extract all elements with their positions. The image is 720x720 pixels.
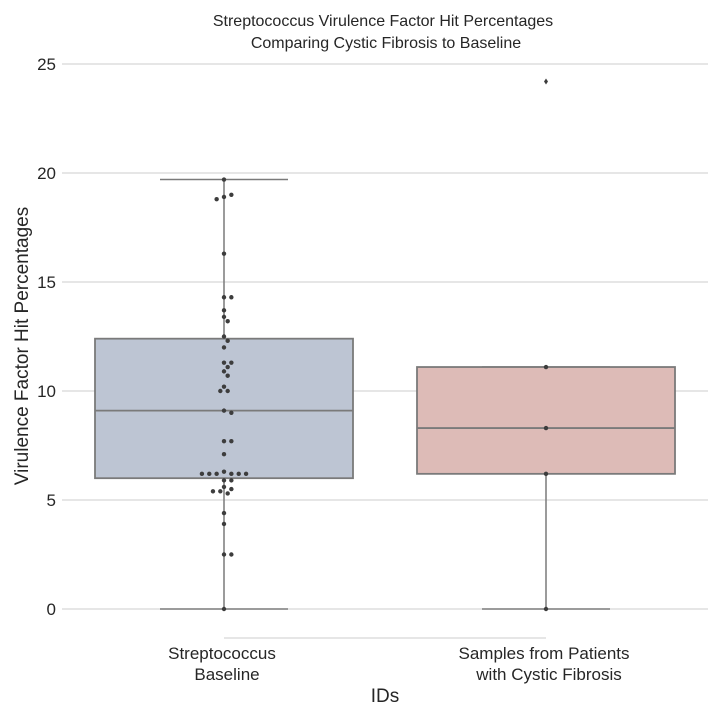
data-point xyxy=(221,384,227,389)
data-point xyxy=(199,471,205,477)
data-point xyxy=(229,471,234,477)
x-tick-labels: Streptococcus Baseline Samples from Patien… xyxy=(168,644,629,684)
data-point xyxy=(221,408,227,413)
data-point xyxy=(221,469,227,474)
box-1 xyxy=(94,178,354,610)
x-axis-label: IDs xyxy=(371,686,400,707)
outlier-marker xyxy=(544,78,548,85)
data-point xyxy=(225,491,230,496)
data-point xyxy=(221,521,227,527)
data-point xyxy=(225,373,230,378)
y-tick-label-10: 10 xyxy=(37,382,56,401)
data-point xyxy=(210,489,216,494)
data-point xyxy=(543,471,549,477)
y-tick-label-0: 0 xyxy=(47,600,56,619)
chart-title-line1: Streptococcus Virulence Factor Hit Perce… xyxy=(213,13,553,30)
data-point xyxy=(221,314,227,320)
data-point xyxy=(543,425,549,431)
data-point xyxy=(229,192,234,197)
data-point xyxy=(218,489,223,494)
data-point xyxy=(243,471,249,477)
data-point xyxy=(229,486,234,492)
data-point xyxy=(221,308,227,313)
data-point xyxy=(229,295,234,300)
data-point xyxy=(214,196,219,202)
box-plots xyxy=(94,78,676,610)
data-point xyxy=(225,364,230,370)
data-point xyxy=(221,360,227,365)
y-tick-label-15: 15 xyxy=(37,273,56,292)
data-point xyxy=(221,606,227,612)
data-point xyxy=(221,510,227,516)
data-point xyxy=(543,364,549,370)
y-axis-label: Virulence Factor Hit Percentages xyxy=(12,207,33,485)
data-point xyxy=(225,319,230,324)
data-point xyxy=(221,484,227,490)
data-point xyxy=(221,552,227,557)
x-tick-label-2-line2: with Cystic Fibrosis xyxy=(475,665,621,684)
data-point xyxy=(214,471,219,477)
data-point xyxy=(225,338,230,344)
box-2 xyxy=(416,78,676,610)
data-point xyxy=(236,471,241,477)
data-point xyxy=(221,334,227,339)
grid-lines xyxy=(62,63,708,610)
data-point xyxy=(218,388,223,394)
data-point xyxy=(221,295,227,300)
data-point xyxy=(221,345,227,350)
x-tick-label-1-line2: Baseline xyxy=(194,665,259,684)
data-point xyxy=(543,606,549,612)
data-point xyxy=(229,360,234,365)
data-point xyxy=(221,438,227,444)
y-tick-labels: 0 5 10 15 20 25 xyxy=(37,55,56,619)
y-tick-label-25: 25 xyxy=(37,55,56,74)
data-point xyxy=(221,194,227,200)
data-point xyxy=(221,251,227,256)
data-point xyxy=(229,552,234,557)
data-point xyxy=(225,388,230,394)
x-tick-label-2-line1: Samples from Patients xyxy=(458,644,629,663)
data-point xyxy=(221,177,227,182)
data-point xyxy=(221,478,227,483)
data-point xyxy=(229,478,234,483)
swarm-points xyxy=(199,177,549,612)
y-tick-label-5: 5 xyxy=(47,491,56,510)
data-point xyxy=(229,410,234,415)
y-tick-label-20: 20 xyxy=(37,164,56,183)
box-iqr xyxy=(416,366,676,475)
data-point xyxy=(221,452,227,457)
data-point xyxy=(221,369,227,374)
chart-title-line2: Comparing Cystic Fibrosis to Baseline xyxy=(251,35,521,52)
data-point xyxy=(229,438,234,444)
x-tick-label-1-line1: Streptococcus xyxy=(168,644,276,663)
data-point xyxy=(207,471,212,477)
